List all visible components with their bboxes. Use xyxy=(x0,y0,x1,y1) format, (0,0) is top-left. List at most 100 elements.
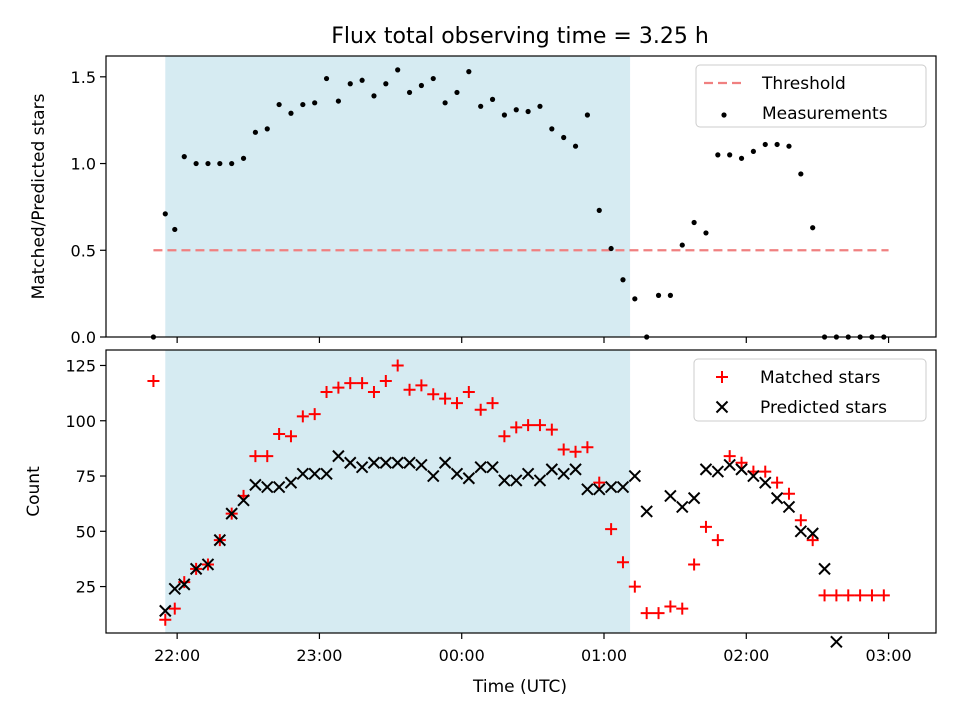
measurement-point xyxy=(454,89,460,96)
predicted-star-marker xyxy=(355,460,369,474)
predicted-star-marker xyxy=(332,449,345,463)
matched-star-marker xyxy=(474,403,487,416)
y-tick-label: 75 xyxy=(76,467,96,486)
y-tick-label: 125 xyxy=(65,356,96,375)
y-tick-label: 100 xyxy=(65,412,96,431)
matched-star-marker xyxy=(652,607,665,620)
predicted-star-marker xyxy=(225,507,238,520)
predicted-star-marker xyxy=(213,533,227,547)
matched-star-marker xyxy=(628,580,641,593)
predicted-star-marker xyxy=(616,480,630,494)
predicted-star-marker xyxy=(628,469,642,483)
matched-star-marker xyxy=(854,589,867,602)
legend-predicted-marker xyxy=(715,400,729,414)
matched-star-marker xyxy=(159,613,172,626)
matched-star-marker xyxy=(522,419,535,432)
top-panel: 0.0 0.5 1.0 1.5 Matched/Predicted stars Thres… xyxy=(29,55,937,347)
predicted-star-marker xyxy=(818,562,831,576)
measurement-point xyxy=(774,141,780,148)
legend-box xyxy=(693,358,927,422)
matched-star-marker xyxy=(261,450,274,463)
measurement-point xyxy=(162,211,168,217)
predicted-star-marker xyxy=(320,467,333,481)
matched-star-marker xyxy=(605,523,618,536)
measurement-point xyxy=(810,225,816,231)
predicted-star-marker xyxy=(604,480,618,494)
measurement-point xyxy=(798,171,804,177)
predicted-star-marker xyxy=(521,467,535,481)
predicted-star-marker xyxy=(427,469,440,483)
chart-title: Flux total observing time = 3.25 h xyxy=(331,24,709,49)
matched-star-marker xyxy=(147,374,160,387)
predicted-star-marker xyxy=(308,467,321,481)
matched-star-marker xyxy=(296,410,309,423)
predicted-star-marker xyxy=(159,604,172,618)
matched-star-marker xyxy=(688,558,701,571)
measurement-point xyxy=(679,242,685,248)
predicted-star-marker xyxy=(747,469,760,483)
measurement-point xyxy=(217,160,223,167)
matched-star-marker xyxy=(818,589,831,602)
matched-star-marker xyxy=(439,392,452,405)
matched-star-marker xyxy=(782,487,795,500)
predicted-star-marker xyxy=(438,456,452,469)
predicted-star-marker xyxy=(201,558,215,571)
measurement-point xyxy=(549,126,555,132)
measurement-point xyxy=(264,126,270,132)
matched-star-marker xyxy=(284,430,297,443)
matched-star-marker xyxy=(877,589,890,602)
predicted-star-marker xyxy=(391,456,404,469)
measurement-point xyxy=(561,134,567,141)
predicted-star-marker xyxy=(711,465,725,478)
measurement-point xyxy=(323,75,330,82)
predicted-star-marker xyxy=(272,480,286,494)
y-tick-label: 0.5 xyxy=(71,241,96,260)
matched-star-marker xyxy=(794,514,807,527)
measurement-point xyxy=(205,160,211,167)
predicted-star-marker xyxy=(344,456,357,469)
predicted-star-marker xyxy=(699,463,713,476)
legend: Threshold Measurements xyxy=(695,64,927,128)
predicted-star-marker xyxy=(664,489,677,503)
predicted-star-marker xyxy=(830,635,843,649)
predicted-star-marker xyxy=(581,483,594,496)
axes-frame xyxy=(105,55,937,338)
predicted-star-marker xyxy=(557,467,570,481)
matched-star-marker xyxy=(168,602,181,615)
matched-star-marker xyxy=(415,379,428,392)
matched-star-marker xyxy=(403,383,416,396)
predicted-star-marker xyxy=(759,476,772,489)
bottom-panel: 25 50 75 100 125 Count 22:00 23:00 00:00 01:00 02:… xyxy=(24,349,937,665)
measurement-point xyxy=(584,112,591,118)
measurement-point xyxy=(608,245,614,252)
predicted-star-marker xyxy=(415,458,428,472)
x-axis-label: Time (UTC) xyxy=(472,677,567,697)
predicted-star-marker xyxy=(474,460,487,474)
y-axis-label: Matched/Predicted stars xyxy=(29,93,49,299)
matched-star-marker xyxy=(332,381,345,394)
measurement-point xyxy=(229,160,235,167)
predicted-star-marker xyxy=(794,525,808,538)
measurement-point xyxy=(478,103,484,109)
predicted-star-marker xyxy=(178,578,191,591)
measurement-point xyxy=(667,292,674,298)
legend-measurement-marker xyxy=(721,112,727,118)
matched-star-marker xyxy=(367,386,380,399)
axes-frame xyxy=(105,349,937,634)
matched-star-marker xyxy=(830,589,843,602)
predicted-star-marker xyxy=(640,505,653,518)
matched-star-marker xyxy=(593,476,606,489)
predicted-star-marker xyxy=(403,456,416,469)
measurement-point xyxy=(620,277,626,283)
measurement-point xyxy=(383,81,389,87)
y-tick-label: 1.5 xyxy=(71,68,96,87)
x-tick-label: 23:00 xyxy=(296,646,342,665)
measurement-point xyxy=(489,96,496,102)
legend-label: Matched stars xyxy=(760,368,880,388)
x-tick-label: 22:00 xyxy=(154,646,200,665)
matched-star-marker xyxy=(569,445,582,458)
predicted-star-marker xyxy=(189,562,203,576)
predicted-star-marker xyxy=(498,474,511,487)
measurement-point xyxy=(537,103,543,109)
